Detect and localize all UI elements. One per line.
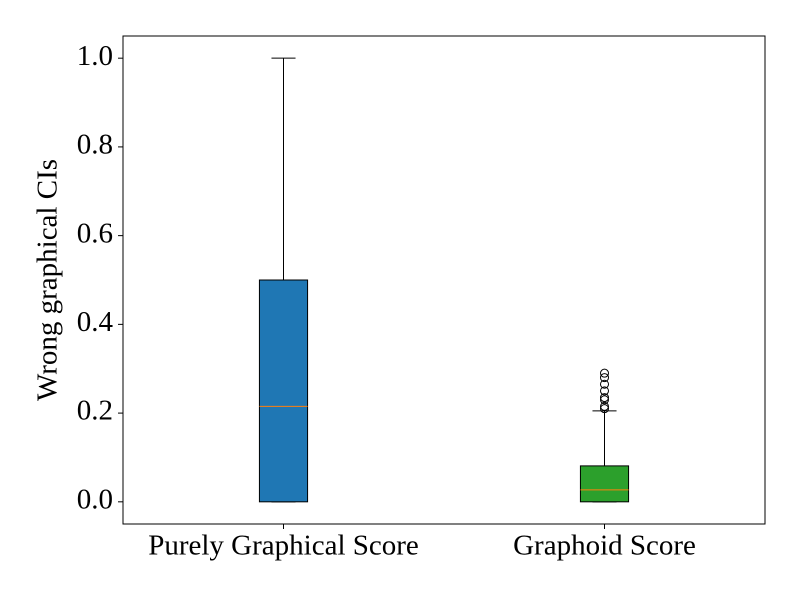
x-tick-label: Purely Graphical Score [148,530,419,562]
x-tick-label: Graphoid Score [513,530,696,562]
flier [600,368,609,378]
box [579,465,630,503]
flier [600,401,609,411]
flier [600,373,609,383]
y-tick-label: 0.8 [77,129,113,161]
y-tick-label: 0.4 [77,306,114,338]
flier [600,395,609,405]
y-tick-label: 0.2 [77,395,113,427]
flier [600,386,609,396]
plot-frame [122,35,766,525]
flier [600,404,609,414]
flier [600,393,609,403]
flier [600,379,609,389]
y-tick-label: 1.0 [77,40,113,72]
y-tick-label: 0.0 [77,483,113,515]
y-axis-label: Wrong graphical CIs [32,159,64,401]
box [258,279,309,503]
y-tick-label: 0.6 [77,217,113,249]
